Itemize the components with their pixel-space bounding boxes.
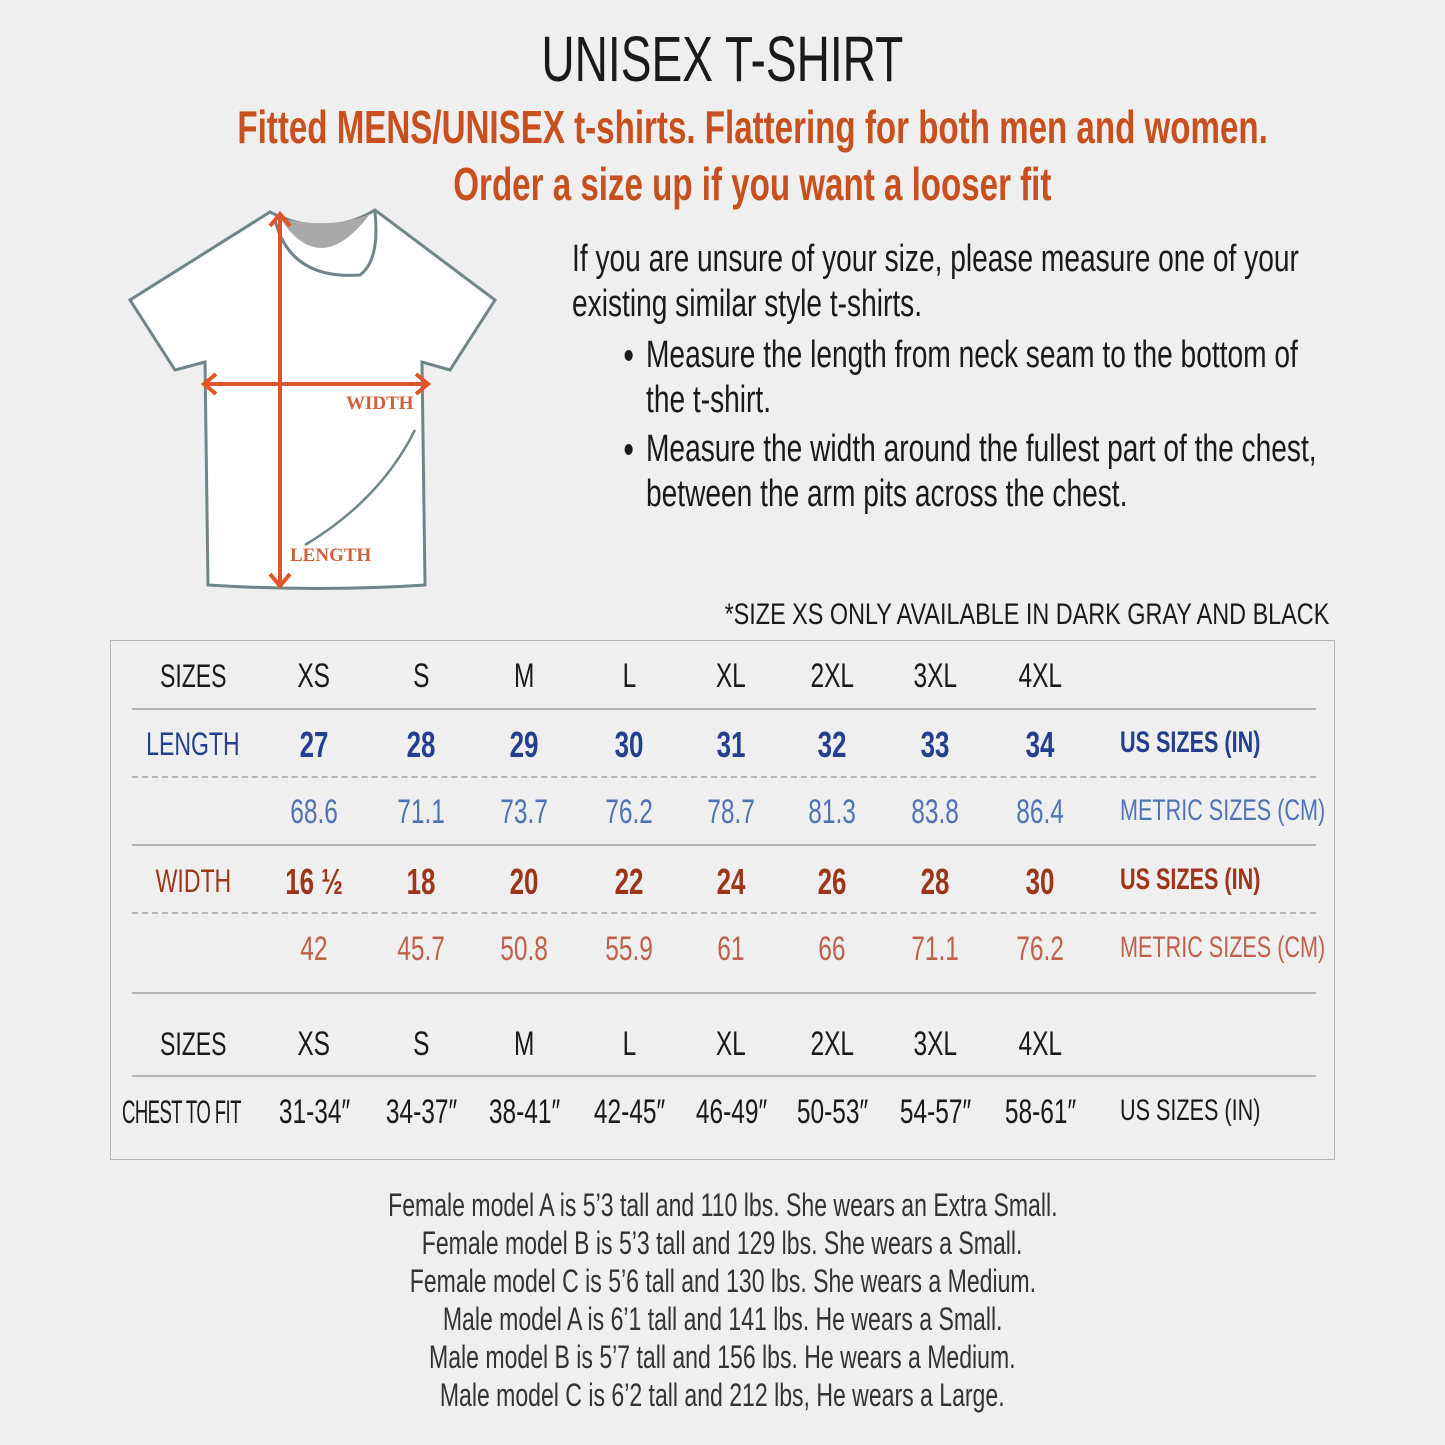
- sizes-row-cell: XS: [297, 657, 331, 695]
- length-us-row-cell: 33: [920, 724, 950, 765]
- width-us-row-cell: 18: [406, 861, 436, 902]
- length-metric-row-cell: 73.7: [500, 793, 548, 831]
- sizes-row-cell: S: [412, 657, 430, 695]
- width-metric-row-cell: 55.9: [605, 930, 653, 968]
- chest-row-cell: 50-53″: [796, 1093, 868, 1131]
- width-us-row-cell: 16 ½: [285, 861, 343, 902]
- length-metric-row-cell: 68.6: [290, 793, 338, 831]
- chest-row-cell: 46-49″: [695, 1093, 767, 1131]
- length-us-row-cell: 27: [299, 724, 329, 765]
- chest-row-cell: 38-41″: [488, 1093, 560, 1131]
- model-line: Female model A is 5’3 tall and 110 lbs. …: [387, 1187, 1058, 1223]
- chest-row-cell: 58-61″: [1004, 1093, 1076, 1131]
- width-metric-row-cell: 66: [818, 930, 846, 968]
- divider: [132, 844, 1316, 846]
- sizes-row-cell: XL: [716, 657, 746, 695]
- availability-note: *SIZE XS ONLY AVAILABLE IN DARK GRAY AND…: [724, 598, 1329, 631]
- divider: [132, 992, 1316, 994]
- length-us-row-cell: 28: [406, 724, 436, 765]
- chest-row-label: CHEST TO FIT: [122, 1094, 241, 1130]
- model-info: Female model A is 5’3 tall and 110 lbs. …: [0, 1186, 1445, 1414]
- width-metric-row-cell: 42: [300, 930, 328, 968]
- sizes-row-cell: 3XL: [913, 1025, 957, 1063]
- width-metric-row-cell: 76.2: [1016, 930, 1064, 968]
- model-line: Female model B is 5’3 tall and 129 lbs. …: [422, 1225, 1023, 1261]
- length-us-row-unit: US SIZES (IN): [1120, 726, 1261, 759]
- sizes-row-cell: S: [412, 1025, 430, 1063]
- size-table: [110, 640, 1335, 1160]
- width-metric-row-unit: METRIC SIZES (CM): [1120, 931, 1326, 964]
- length-metric-row-cell: 71.1: [397, 793, 445, 831]
- length-metric-row-cell: 76.2: [605, 793, 653, 831]
- subtitle-line-2: Order a size up if you want a looser fit: [453, 158, 1052, 210]
- width-metric-row-cell: 45.7: [397, 930, 445, 968]
- length-us-row-label: LENGTH: [146, 726, 240, 762]
- divider: [132, 1075, 1316, 1077]
- width-us-row-cell: 30: [1025, 861, 1055, 902]
- sizes-row-cell: L: [622, 657, 636, 695]
- width-us-row-cell: 20: [509, 861, 539, 902]
- sizes-row-cell: M: [513, 657, 535, 695]
- instruction-bullet: Measure the length from neck seam to the…: [646, 333, 1319, 423]
- length-metric-row-cell: 86.4: [1016, 793, 1064, 831]
- length-label: LENGTH: [290, 545, 372, 566]
- width-metric-row-cell: 50.8: [500, 930, 548, 968]
- sizes-row-cell: M: [513, 1025, 535, 1063]
- width-us-row-cell: 22: [614, 861, 644, 902]
- sizes-row-label: SIZES: [159, 658, 227, 694]
- model-line: Male model A is 6’1 tall and 141 lbs. He…: [442, 1301, 1003, 1337]
- model-line: Male model C is 6’2 tall and 212 lbs, He…: [440, 1377, 1005, 1413]
- length-metric-row-cell: 81.3: [808, 793, 856, 831]
- width-us-row-label: WIDTH: [155, 863, 231, 899]
- width-us-row-unit: US SIZES (IN): [1120, 863, 1261, 896]
- width-metric-row-cell: 71.1: [911, 930, 959, 968]
- length-us-row-cell: 32: [817, 724, 847, 765]
- sizes-row-cell: 2XL: [810, 657, 854, 695]
- sizes-row-cell: L: [622, 1025, 636, 1063]
- sizes-row-cell: 4XL: [1018, 1025, 1062, 1063]
- chest-row-unit: US SIZES (IN): [1120, 1094, 1261, 1127]
- tshirt-diagram: WIDTH LENGTH: [127, 208, 498, 590]
- width-us-row-cell: 28: [920, 861, 950, 902]
- chest-row-cell: 54-57″: [899, 1093, 971, 1131]
- length-metric-row-cell: 83.8: [911, 793, 959, 831]
- length-us-row-cell: 34: [1025, 724, 1055, 765]
- model-line: Female model C is 5’6 tall and 130 lbs. …: [409, 1263, 1036, 1299]
- sizes-row-cell: 2XL: [810, 1025, 854, 1063]
- chest-row-cell: 34-37″: [385, 1093, 457, 1131]
- sizes-row-label: SIZES: [159, 1026, 227, 1062]
- sizes-row-cell: XL: [716, 1025, 746, 1063]
- divider: [132, 708, 1316, 710]
- width-us-row-cell: 24: [716, 861, 746, 902]
- chest-row-cell: 42-45″: [593, 1093, 665, 1131]
- width-us-row-cell: 26: [817, 861, 847, 902]
- subtitle-line-1: Fitted MENS/UNISEX t-shirts. Flattering …: [237, 101, 1268, 153]
- length-us-row-cell: 29: [509, 724, 539, 765]
- length-metric-row-unit: METRIC SIZES (CM): [1120, 794, 1326, 827]
- measure-arrows: [200, 210, 432, 590]
- width-label: WIDTH: [346, 393, 414, 414]
- instructions-intro: If you are unsure of your size, please m…: [572, 238, 1299, 325]
- divider: [132, 912, 1316, 914]
- model-line: Male model B is 5’7 tall and 156 lbs. He…: [429, 1339, 1016, 1375]
- instructions: If you are unsure of your size, please m…: [572, 237, 1319, 521]
- divider: [132, 776, 1316, 778]
- sizes-row-cell: 3XL: [913, 657, 957, 695]
- sizes-row-cell: 4XL: [1018, 657, 1062, 695]
- width-metric-row-cell: 61: [717, 930, 745, 968]
- instruction-bullet: Measure the width around the fullest par…: [646, 427, 1319, 517]
- length-us-row-cell: 30: [614, 724, 644, 765]
- chest-row-cell: 31-34″: [278, 1093, 350, 1131]
- sizes-row-cell: XS: [297, 1025, 331, 1063]
- page-title: UNISEX T-SHIRT: [541, 23, 904, 95]
- length-us-row-cell: 31: [716, 724, 746, 765]
- length-metric-row-cell: 78.7: [707, 793, 755, 831]
